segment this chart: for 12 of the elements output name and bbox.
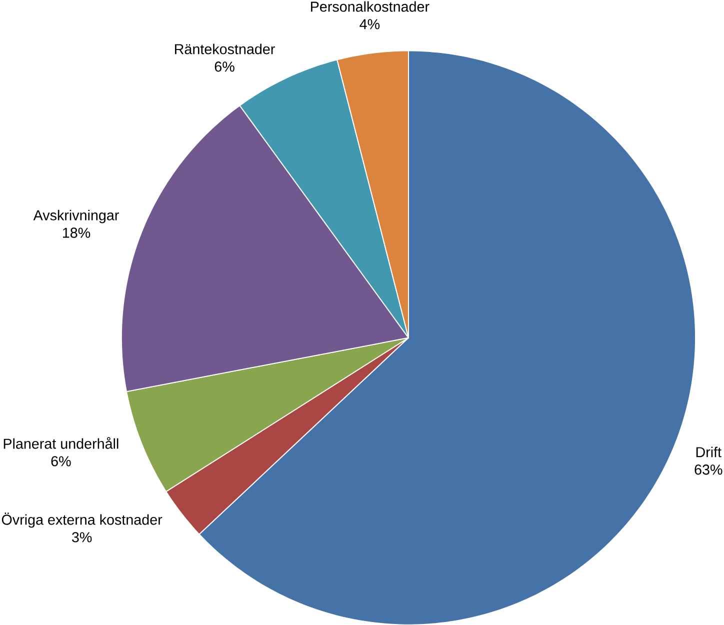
data-label: 3% bbox=[72, 532, 92, 542]
slice-label: Personalkostnader bbox=[311, 1, 430, 12]
slice-label: Drift bbox=[696, 446, 722, 458]
data-label: 18% bbox=[62, 228, 90, 238]
data-label: 6% bbox=[51, 456, 71, 466]
slice-label: Räntekostnader bbox=[175, 44, 275, 54]
slice-label: Planerat underhåll bbox=[4, 436, 118, 449]
data-label: 6% bbox=[214, 61, 234, 72]
slice-label: Avskrivningar bbox=[33, 210, 119, 224]
data-label: 4% bbox=[360, 18, 380, 30]
data-label: 63% bbox=[694, 464, 722, 475]
slice-label: Övriga externa kostnader bbox=[2, 512, 162, 528]
